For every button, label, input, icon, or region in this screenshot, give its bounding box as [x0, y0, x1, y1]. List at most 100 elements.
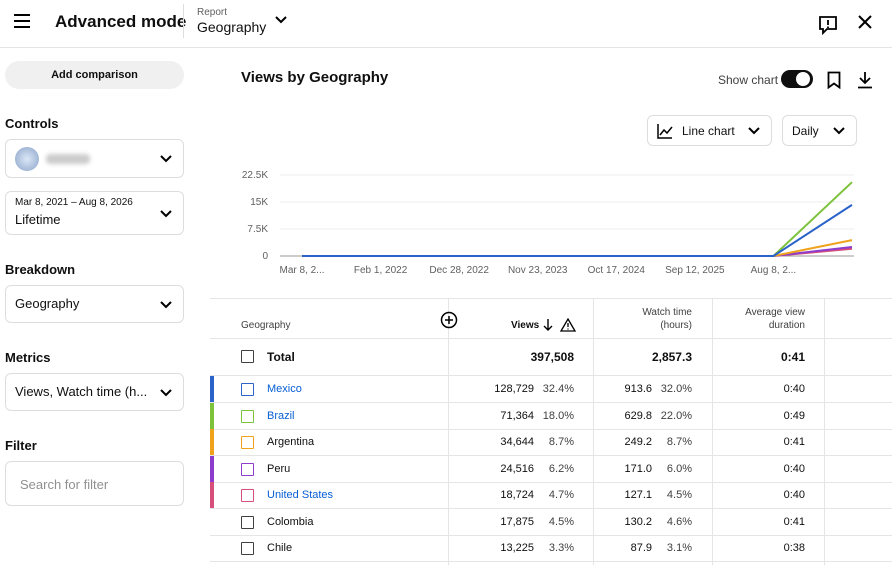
watch-pct: 8.7%: [666, 436, 692, 448]
header-avg: Average view: [745, 307, 805, 318]
avg: 0:49: [783, 409, 805, 422]
views: 71,364: [500, 409, 534, 422]
views-pct: 3.3%: [548, 542, 574, 554]
chevron: [160, 389, 172, 397]
x-tick-label: Dec 28, 2022: [429, 265, 489, 276]
download-icon[interactable]: [857, 71, 873, 89]
series-line: [302, 181, 853, 257]
feedback-icon[interactable]: [818, 15, 838, 35]
page-title: Advanced mode: [55, 12, 187, 31]
breakdown-select[interactable]: Geography: [5, 285, 184, 323]
avg: 0:40: [783, 489, 805, 501]
chevron: [160, 210, 172, 218]
avg: 0:38: [783, 542, 805, 554]
x-tick-label: Sep 12, 2025: [665, 265, 725, 276]
checkbox[interactable]: [241, 436, 254, 449]
column-divider: [448, 299, 449, 565]
date-range: Mar 8, 2021 – Aug 8, 2026: [15, 197, 133, 208]
header-watch: Watch time: [642, 307, 692, 318]
checkbox[interactable]: [241, 489, 254, 502]
controls-label: Controls: [5, 116, 59, 131]
series-line: [302, 204, 853, 257]
y-tick-label: 0: [262, 251, 268, 262]
watch-pct: 32.0%: [660, 383, 692, 395]
sort-warning: [543, 317, 577, 332]
series-color-bar: [210, 402, 214, 429]
plus-icon: [440, 311, 458, 329]
sort-icons[interactable]: [542, 317, 578, 335]
date-select[interactable]: Mar 8, 2021 – Aug 8, 2026 Lifetime: [5, 191, 184, 235]
panel-title: Views by Geography: [241, 69, 389, 86]
row-divider: [210, 534, 892, 536]
watch: 87.9: [630, 542, 652, 554]
column-divider: [712, 299, 713, 565]
country-name[interactable]: Mexico: [267, 383, 302, 395]
header-watch: (hours): [660, 320, 692, 331]
views: 24,516: [500, 462, 534, 475]
views: 18,724: [500, 489, 534, 501]
watch: 127.1: [624, 489, 652, 501]
total-label: Total: [267, 350, 295, 364]
channel-select[interactable]: [5, 139, 184, 178]
checkbox[interactable]: [241, 542, 254, 555]
watch: 629.8: [624, 409, 652, 422]
chart-type-select[interactable]: Line chart: [647, 115, 772, 146]
row-divider: [210, 338, 892, 339]
views-pct: 4.5%: [548, 515, 574, 528]
report-value[interactable]: Geography: [197, 19, 267, 35]
toggle[interactable]: [781, 70, 813, 88]
total-views: 397,508: [530, 350, 574, 364]
add-comparison-button[interactable]: Add comparison: [5, 61, 184, 89]
filter-input[interactable]: Search for filter: [5, 461, 184, 506]
series-line: [302, 247, 853, 257]
toggle-knob: [796, 72, 810, 86]
chevron: [833, 127, 845, 135]
total-watch: 2,857.3: [651, 350, 692, 364]
avg: 0:41: [783, 515, 805, 528]
chevron[interactable]: [274, 15, 288, 25]
series-color-bar: [210, 482, 214, 508]
watch: 171.0: [624, 462, 652, 475]
x-tick-label: Aug 8, 2...: [751, 265, 797, 276]
interval: Daily: [792, 124, 819, 138]
header-divider: [0, 47, 892, 48]
y-tick-label: 22.5K: [242, 170, 268, 181]
interval-select[interactable]: Daily: [782, 115, 857, 146]
avg: 0:40: [783, 383, 805, 395]
checkbox[interactable]: [241, 383, 254, 396]
bookmark-icon[interactable]: [827, 71, 841, 89]
line-chart-icon: [657, 124, 673, 139]
checkbox[interactable]: [241, 515, 254, 529]
country-name: Argentina: [267, 436, 315, 448]
checkbox[interactable]: [241, 462, 254, 476]
views-pct: 4.7%: [548, 489, 574, 501]
views: 34,644: [500, 436, 534, 448]
header-avg: duration: [768, 320, 805, 331]
x-tick-label: Feb 1, 2022: [354, 265, 408, 276]
views: 13,225: [500, 542, 534, 554]
metrics-select[interactable]: Views, Watch time (h...: [5, 373, 184, 411]
add-column[interactable]: [440, 311, 458, 332]
checkbox[interactable]: [241, 409, 254, 423]
row-divider: [210, 455, 892, 456]
avatar: [15, 147, 39, 171]
watch-pct: 4.6%: [666, 515, 692, 528]
country-name[interactable]: United States: [267, 489, 334, 501]
chevron: [160, 301, 172, 309]
series-line: [302, 246, 853, 257]
date-value: Lifetime: [15, 212, 61, 227]
metrics-value: Views, Watch time (h...: [15, 384, 148, 399]
row-divider: [210, 428, 892, 430]
close-icon[interactable]: [858, 15, 872, 29]
header-views[interactable]: Views: [511, 320, 540, 331]
breakdown-value: Geography: [15, 296, 80, 311]
blurred-name: [46, 154, 90, 164]
filter-label: Filter: [5, 438, 37, 453]
menu-icon[interactable]: [13, 13, 31, 29]
x-tick-label: Oct 17, 2024: [588, 265, 646, 276]
watch: 913.6: [624, 383, 652, 395]
country-name[interactable]: Brazil: [267, 409, 295, 422]
show-chart-label: Show chart: [718, 73, 779, 87]
checkbox[interactable]: [241, 350, 254, 363]
